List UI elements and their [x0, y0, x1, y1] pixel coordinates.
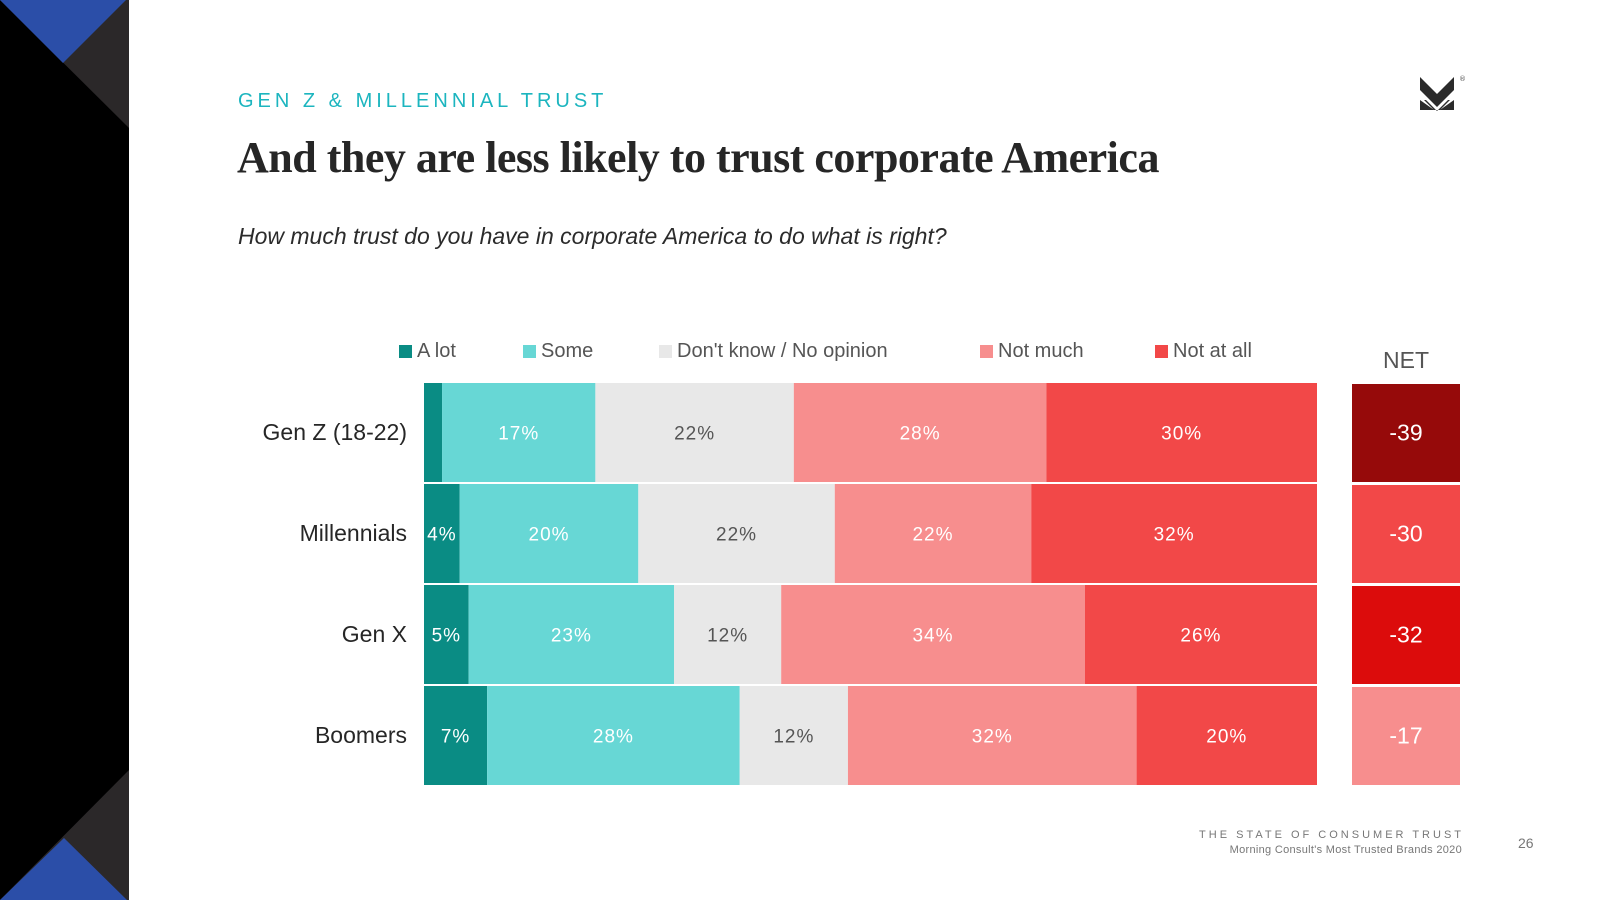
- footer-report-subtitle: Morning Consult's Most Trusted Brands 20…: [1229, 844, 1462, 856]
- bar-segment: [424, 484, 460, 583]
- net-cell: [1352, 384, 1460, 482]
- legend-item-not-much: Not much: [980, 340, 1084, 363]
- bar-segment: [487, 686, 740, 785]
- net-value-label: -17: [1389, 723, 1422, 749]
- legend-swatch: [659, 345, 672, 358]
- bar-data-label: 12%: [707, 626, 748, 647]
- bar-data-label: 26%: [1180, 626, 1221, 647]
- row-label-boomers: Boomers: [314, 722, 407, 748]
- bar-data-label: 28%: [593, 727, 634, 748]
- legend-swatch: [399, 345, 412, 358]
- bar-data-label: 22%: [674, 424, 715, 445]
- legend-label: Not much: [998, 340, 1084, 362]
- side-decoration-shapes: [0, 0, 129, 900]
- side-decoration: [0, 0, 129, 900]
- bottom-dark-triangle: [0, 770, 129, 900]
- net-column-header: NET: [1383, 347, 1429, 373]
- bar-segment: [1136, 686, 1317, 785]
- legend-label: Some: [541, 340, 594, 362]
- legend-item-a-lot: A lot: [399, 340, 456, 363]
- net-value-label: -32: [1389, 622, 1422, 648]
- bar-segment: [1046, 383, 1317, 482]
- bar-segment: [424, 585, 469, 684]
- bar-data-label: 20%: [529, 525, 570, 546]
- bar-data-label: 22%: [716, 525, 757, 546]
- bar-segment: [638, 484, 835, 583]
- bar-data-label: 4%: [427, 525, 456, 546]
- page-number: 26: [1518, 835, 1534, 851]
- row-label-gen-x: Gen X: [341, 621, 407, 647]
- bar-segment: [1031, 484, 1317, 583]
- bar-data-label: 30%: [1161, 424, 1202, 445]
- row-label-gen-z: Gen Z (18-22): [262, 419, 407, 445]
- section-eyebrow: GEN Z & MILLENNIAL TRUST: [238, 90, 608, 112]
- bar-data-label: 12%: [773, 727, 814, 748]
- top-blue-triangle: [0, 0, 126, 63]
- bar-data-label: 23%: [551, 626, 592, 647]
- legend-swatch: [523, 345, 536, 358]
- legend-swatch: [980, 345, 993, 358]
- bar-data-label: 5%: [432, 626, 461, 647]
- svg-text:®: ®: [1459, 75, 1466, 83]
- bar-data-label: 17%: [498, 424, 539, 445]
- net-cell: [1352, 586, 1460, 684]
- bar-segment: [781, 585, 1085, 684]
- page-title: And they are less likely to trust corpor…: [237, 133, 1159, 182]
- bar-segment: [793, 383, 1047, 482]
- bar-segment: [1084, 585, 1317, 684]
- bar-data-label: 34%: [912, 626, 953, 647]
- legend-label: Not at all: [1173, 340, 1252, 362]
- bottom-blue-triangle: [0, 838, 127, 900]
- bar-segment: [739, 686, 848, 785]
- bar-segment: [595, 383, 794, 482]
- legend-item-not-at-all: Not at all: [1155, 340, 1252, 363]
- net-cell: [1352, 687, 1460, 785]
- row-label-millennials: Millennials: [299, 520, 407, 546]
- bar-data-label: 28%: [900, 424, 941, 445]
- bar-data-label: 22%: [912, 525, 953, 546]
- legend-item-dont-know: Don't know / No opinion: [659, 340, 888, 363]
- bar-segment: [424, 383, 443, 482]
- bar-data-label: 20%: [1206, 727, 1247, 748]
- legend-label: A lot: [417, 340, 456, 362]
- legend-swatch: [1155, 345, 1168, 358]
- bar-segment: [424, 686, 488, 785]
- legend-item-some: Some: [523, 340, 593, 363]
- bar-segment: [442, 383, 596, 482]
- bar-data-label: 32%: [972, 727, 1013, 748]
- net-value-label: -39: [1389, 420, 1422, 446]
- legend-label: Don't know / No opinion: [677, 340, 888, 362]
- bar-data-label: 7%: [441, 727, 470, 748]
- bar-segment: [468, 585, 675, 684]
- morning-consult-logo-icon: ®: [1420, 75, 1466, 113]
- bar-segment: [674, 585, 782, 684]
- bar-segment: [847, 686, 1137, 785]
- bar-data-label: 32%: [1154, 525, 1195, 546]
- footer-report-title: THE STATE OF CONSUMER TRUST: [1199, 829, 1464, 841]
- net-value-label: -30: [1389, 521, 1422, 547]
- bar-segment: [834, 484, 1032, 583]
- net-cell: [1352, 485, 1460, 583]
- bar-segment: [459, 484, 639, 583]
- survey-question: How much trust do you have in corporate …: [238, 223, 947, 249]
